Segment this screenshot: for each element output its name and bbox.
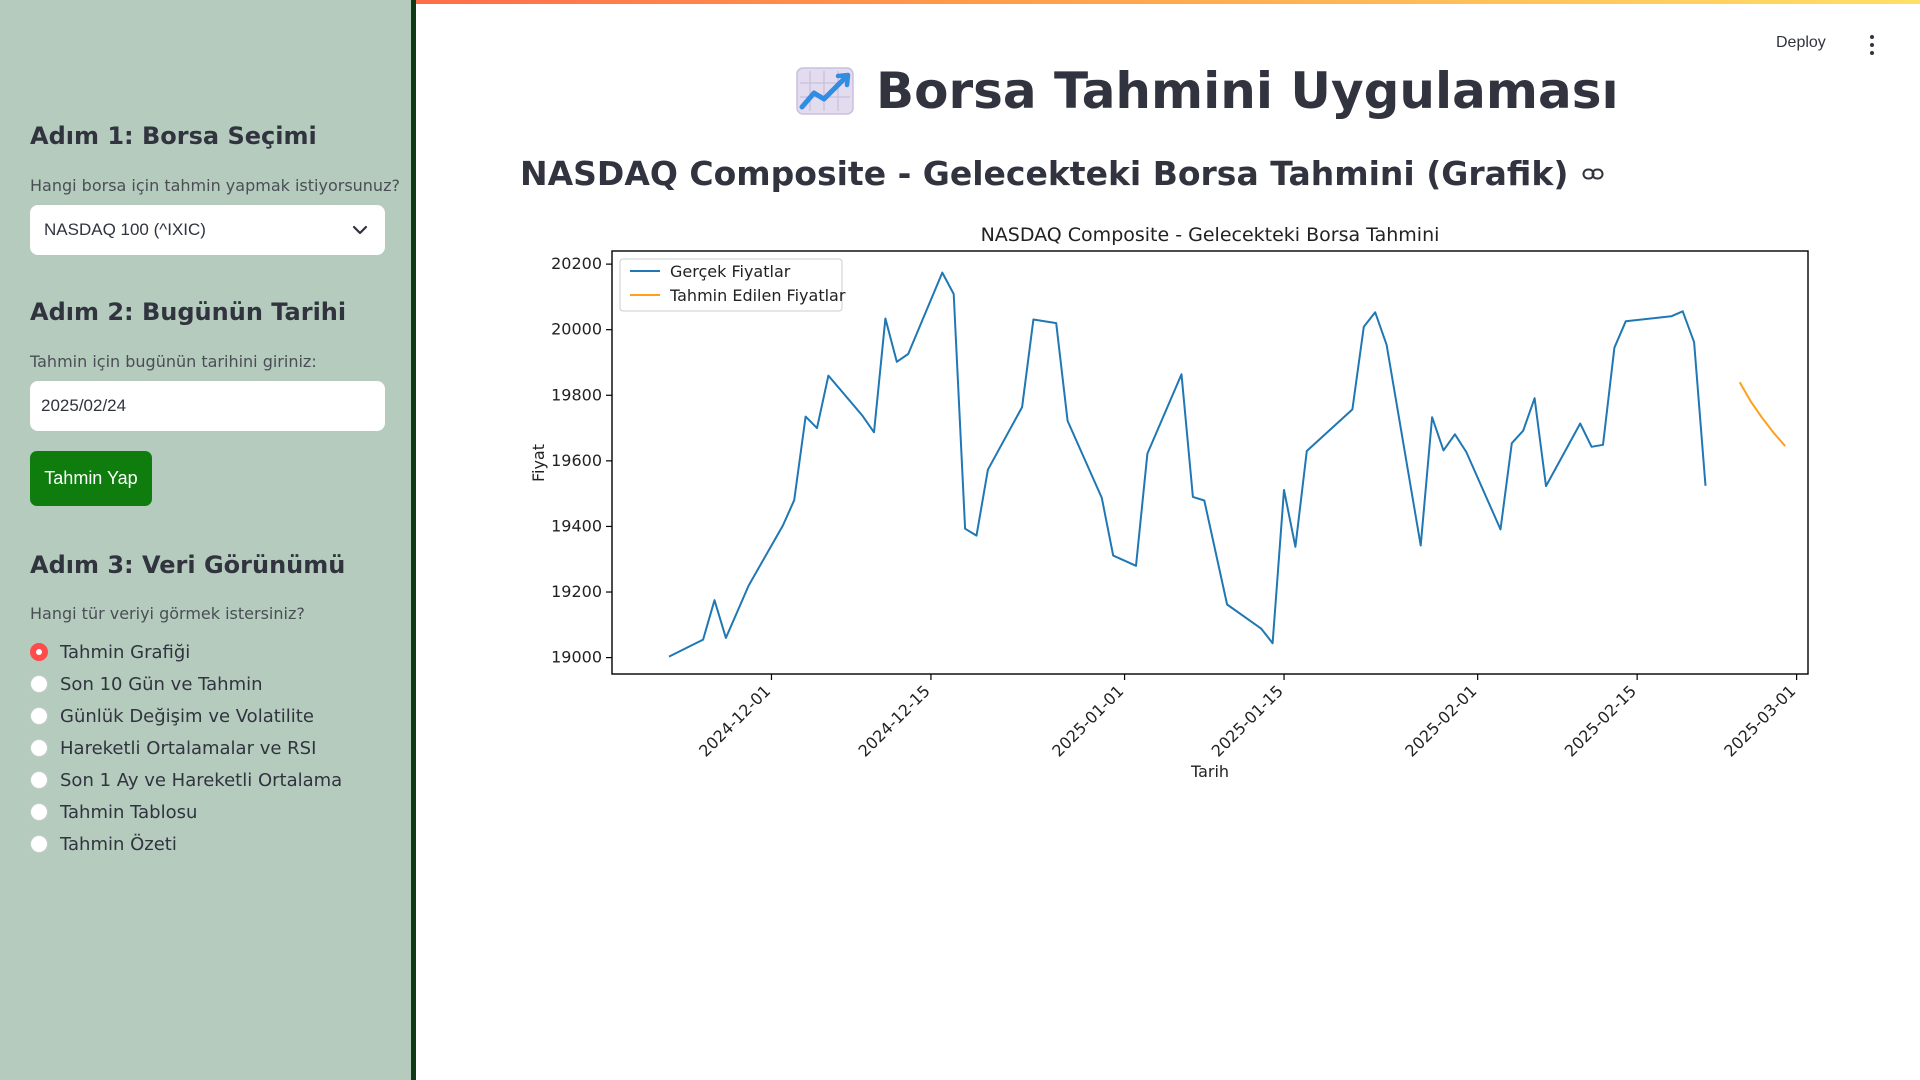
radio-option[interactable]: Tahmin Grafiği <box>30 636 342 668</box>
radio-option[interactable]: Hareketli Ortalamalar ve RSI <box>30 732 342 764</box>
exchange-select-label: Hangi borsa için tahmin yapmak istiyorsu… <box>30 176 400 195</box>
radio-unselected-icon <box>30 835 48 853</box>
step3-title: Adım 3: Veri Görünümü <box>30 551 346 579</box>
x-tick-label: 2024-12-15 <box>855 681 934 760</box>
view-radio-group: Tahmin Grafiği Son 10 Gün ve Tahmin Günl… <box>30 636 342 860</box>
radio-option[interactable]: Son 10 Gün ve Tahmin <box>30 668 342 700</box>
chevron-down-icon <box>349 219 371 241</box>
y-tick-label: 20200 <box>551 254 602 273</box>
x-tick-label: 2025-01-15 <box>1208 681 1287 760</box>
radio-unselected-icon <box>30 771 48 789</box>
chart-title: NASDAQ Composite - Gelecekteki Borsa Tah… <box>981 224 1440 246</box>
prediction-chart: NASDAQ Composite - Gelecekteki Borsa Tah… <box>529 224 1809 781</box>
x-tick-label: 2024-12-01 <box>695 681 774 760</box>
deploy-button[interactable]: Deploy <box>1776 34 1826 51</box>
radio-option[interactable]: Günlük Değişim ve Volatilite <box>30 700 342 732</box>
series-line <box>668 271 1707 658</box>
x-tick-label: 2025-02-15 <box>1561 681 1640 760</box>
x-axis: 2024-12-01 2024-12-15 2025-01-01 2025-01-15… <box>695 674 1799 761</box>
x-axis-label: Tarih <box>1190 762 1229 781</box>
x-tick-label: 2025-01-01 <box>1048 681 1127 760</box>
radio-unselected-icon <box>30 739 48 757</box>
link-icon[interactable] <box>1582 168 1604 180</box>
y-tick-label: 19600 <box>551 451 602 470</box>
radio-unselected-icon <box>30 707 48 725</box>
x-tick-label: 2025-03-01 <box>1720 681 1799 760</box>
exchange-select-value: NASDAQ 100 (^IXIC) <box>44 220 206 239</box>
y-tick-label: 19000 <box>551 648 602 667</box>
radio-option[interactable]: Son 1 Ay ve Hareketli Ortalama <box>30 764 342 796</box>
date-input[interactable]: 2025/02/24 <box>30 381 385 431</box>
radio-option-label: Günlük Değişim ve Volatilite <box>60 705 314 727</box>
series-group <box>668 271 1786 658</box>
radio-option[interactable]: Tahmin Tablosu <box>30 796 342 828</box>
step1-title: Adım 1: Borsa Seçimi <box>30 122 317 150</box>
radio-unselected-icon <box>30 803 48 821</box>
y-tick-label: 19400 <box>551 516 602 535</box>
page-title: Borsa Tahmini Uygulaması <box>796 62 1619 120</box>
legend-box <box>619 258 843 312</box>
y-axis: 19000 19200 19400 19600 19800 20000 20200 <box>551 254 612 667</box>
app-title: Borsa Tahmini Uygulaması <box>876 62 1619 120</box>
radio-option-label: Son 10 Gün ve Tahmin <box>60 673 263 695</box>
y-tick-label: 19800 <box>551 385 602 404</box>
legend-label: Tahmin Edilen Fiyatlar <box>669 286 846 305</box>
radio-option-label: Hareketli Ortalamalar ve RSI <box>60 737 317 759</box>
y-axis-label: Fiyat <box>529 444 548 482</box>
radio-option-label: Tahmin Grafiği <box>60 641 191 663</box>
radio-option-label: Tahmin Tablosu <box>60 801 198 823</box>
more-vertical-icon[interactable] <box>1862 33 1882 57</box>
y-tick-label: 19200 <box>551 582 602 601</box>
chart-increasing-icon <box>796 67 854 115</box>
step2-title: Adım 2: Bugünün Tarihi <box>30 298 347 326</box>
section-subheader: NASDAQ Composite - Gelecekteki Borsa Tah… <box>520 154 1604 193</box>
radio-option[interactable]: Tahmin Özeti <box>30 828 342 860</box>
series-line <box>1738 381 1786 447</box>
exchange-select[interactable]: NASDAQ 100 (^IXIC) <box>30 205 385 255</box>
radio-unselected-icon <box>30 675 48 693</box>
subheader-text: NASDAQ Composite - Gelecekteki Borsa Tah… <box>520 154 1569 193</box>
chart-legend: Gerçek Fiyatlar Tahmin Edilen Fiyatlar <box>619 258 846 312</box>
top-decoration-bar <box>0 0 1920 4</box>
predict-button[interactable]: Tahmin Yap <box>30 451 152 506</box>
view-radio-label: Hangi tür veriyi görmek istersiniz? <box>30 604 305 623</box>
radio-selected-icon <box>30 643 48 661</box>
radio-option-label: Son 1 Ay ve Hareketli Ortalama <box>60 769 343 791</box>
sidebar: Adım 1: Borsa Seçimi Hangi borsa için ta… <box>0 0 416 1080</box>
plot-area <box>611 250 1809 675</box>
radio-option-label: Tahmin Özeti <box>60 833 177 855</box>
date-input-label: Tahmin için bugünün tarihini giriniz: <box>30 352 317 371</box>
x-tick-label: 2025-02-01 <box>1401 681 1480 760</box>
date-input-value: 2025/02/24 <box>41 396 127 415</box>
legend-label: Gerçek Fiyatlar <box>670 262 791 281</box>
y-tick-label: 20000 <box>551 320 602 339</box>
